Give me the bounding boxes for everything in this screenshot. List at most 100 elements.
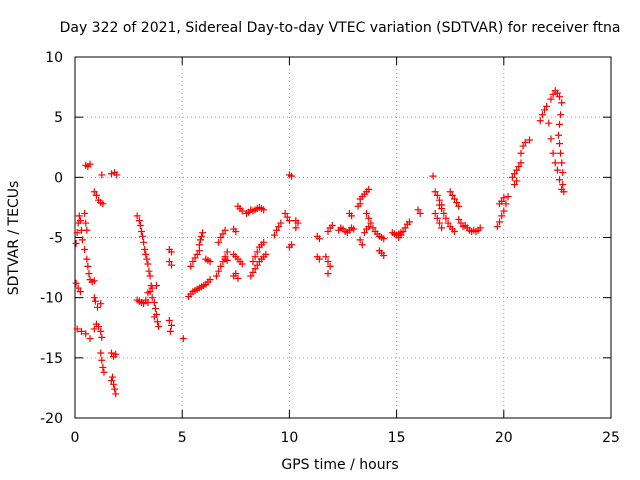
data-point: [435, 219, 443, 227]
data-point: [206, 258, 214, 266]
data-point: [431, 209, 439, 217]
data-point: [195, 247, 203, 255]
data-point: [511, 181, 519, 189]
data-point: [356, 200, 364, 208]
y-tick-label: -10: [40, 291, 63, 307]
data-point: [365, 185, 373, 193]
data-point: [556, 120, 564, 128]
x-tick-label: 25: [602, 430, 620, 446]
data-point: [557, 149, 565, 157]
data-point: [217, 262, 225, 270]
data-point: [107, 349, 115, 357]
data-point: [187, 262, 195, 270]
data-point: [81, 209, 89, 217]
data-point: [433, 191, 441, 199]
data-point: [238, 260, 246, 268]
data-point: [167, 321, 175, 329]
data-point: [140, 300, 148, 308]
data-point: [515, 163, 523, 171]
data-point: [136, 221, 144, 229]
data-point: [148, 294, 156, 302]
data-point: [213, 272, 221, 280]
x-tick-label: 0: [71, 430, 80, 446]
data-point: [146, 288, 154, 296]
data-point: [215, 267, 223, 275]
data-point: [112, 350, 120, 358]
data-point: [292, 224, 300, 232]
data-point: [448, 191, 456, 199]
data-point: [97, 327, 105, 335]
data-point: [86, 335, 94, 343]
data-point: [556, 93, 564, 101]
data-point: [140, 238, 148, 246]
data-point: [401, 224, 409, 232]
data-point: [260, 238, 268, 246]
data-point: [97, 300, 105, 308]
data-point: [251, 253, 259, 261]
data-point: [95, 323, 103, 331]
data-point: [521, 138, 529, 146]
data-point: [97, 349, 105, 357]
data-point: [455, 215, 463, 223]
data-point: [558, 99, 566, 107]
data-point: [141, 246, 149, 254]
data-point: [76, 217, 84, 225]
y-tick-label: -20: [40, 411, 63, 427]
data-point: [166, 327, 174, 335]
data-point: [83, 255, 91, 263]
data-point: [230, 272, 238, 280]
data-point: [142, 250, 150, 258]
data-point: [358, 241, 366, 249]
data-point: [253, 261, 261, 269]
data-point: [247, 272, 255, 280]
data-point: [559, 169, 567, 177]
data-point: [559, 181, 567, 189]
data-point: [196, 236, 204, 244]
data-point: [100, 368, 108, 376]
data-point: [547, 95, 555, 103]
data-point: [234, 274, 242, 282]
x-tick-label: 5: [178, 430, 187, 446]
data-point: [154, 318, 162, 326]
data-point: [294, 219, 302, 227]
data-point: [148, 284, 156, 292]
data-point: [139, 232, 147, 240]
data-point: [191, 254, 199, 262]
data-point: [165, 258, 173, 266]
data-points: [72, 87, 568, 398]
data-point: [77, 327, 85, 335]
data-point: [324, 227, 332, 235]
data-point: [360, 229, 368, 237]
data-point: [112, 390, 120, 398]
data-point: [504, 193, 512, 201]
data-point: [288, 172, 296, 180]
data-point: [144, 260, 152, 268]
data-point: [215, 238, 223, 246]
data-point: [151, 304, 159, 312]
data-point: [133, 212, 141, 220]
data-point: [324, 270, 332, 278]
data-point: [81, 246, 89, 254]
data-point: [365, 214, 373, 222]
data-point: [150, 298, 158, 306]
data-point: [85, 270, 93, 278]
data-point: [363, 209, 371, 217]
axis-ticks: 0 5 10 15 20 25 10 5 0 -5 -10 -15 -20: [40, 50, 620, 446]
y-tick-label: -15: [40, 351, 63, 367]
data-point: [500, 207, 508, 215]
data-point: [556, 176, 564, 184]
data-point: [99, 200, 107, 208]
data-point: [144, 298, 152, 306]
data-point: [145, 267, 153, 275]
data-point: [557, 111, 565, 119]
data-point: [285, 217, 293, 225]
data-point: [94, 303, 102, 311]
data-point: [223, 248, 231, 256]
data-point: [380, 235, 388, 243]
data-point: [86, 160, 94, 168]
data-point: [350, 225, 358, 233]
data-point: [275, 223, 283, 231]
data-point: [179, 335, 187, 343]
data-point: [558, 159, 566, 167]
data-point: [326, 262, 334, 270]
